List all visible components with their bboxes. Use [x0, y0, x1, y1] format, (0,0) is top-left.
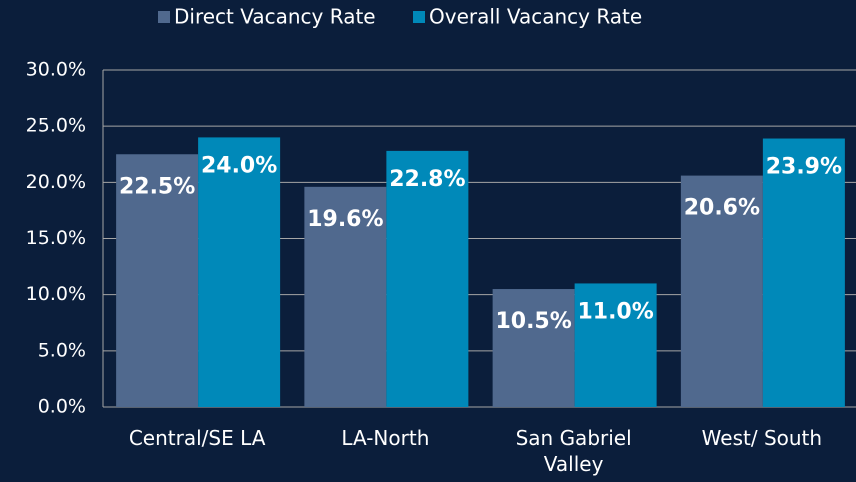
value-label: 22.5% — [119, 174, 195, 199]
y-tick-label: 10.0% — [26, 283, 86, 305]
legend-label: Overall Vacancy Rate — [429, 5, 642, 29]
x-tick-label: San Gabriel Valley — [515, 426, 632, 476]
value-label: 10.5% — [495, 309, 571, 334]
legend-label: Direct Vacancy Rate — [174, 5, 376, 29]
value-label: 22.8% — [389, 167, 465, 192]
y-tick-label: 0.0% — [38, 396, 86, 418]
bar — [680, 175, 763, 407]
legend-swatch — [158, 11, 170, 23]
bar — [762, 138, 845, 408]
y-tick-label: 25.0% — [26, 115, 86, 137]
bar — [492, 289, 575, 407]
y-tick-label: 15.0% — [26, 227, 86, 249]
value-label: 23.9% — [766, 155, 842, 180]
legend-swatch — [413, 11, 425, 23]
bar — [304, 186, 387, 407]
value-label: 20.6% — [684, 196, 760, 221]
bar — [386, 150, 469, 407]
value-label: 24.0% — [201, 153, 277, 178]
value-label: 19.6% — [307, 207, 383, 232]
x-tick-label: West/ South — [701, 426, 823, 450]
y-tick-label: 30.0% — [26, 59, 86, 81]
bar — [574, 283, 657, 407]
x-tick-label: LA-North — [341, 426, 430, 450]
bar — [198, 137, 281, 407]
y-tick-label: 20.0% — [26, 171, 86, 193]
y-tick-label: 5.0% — [38, 339, 86, 361]
bar — [116, 154, 199, 407]
x-tick-label: Central/SE LA — [128, 426, 266, 450]
value-label: 11.0% — [577, 299, 653, 324]
